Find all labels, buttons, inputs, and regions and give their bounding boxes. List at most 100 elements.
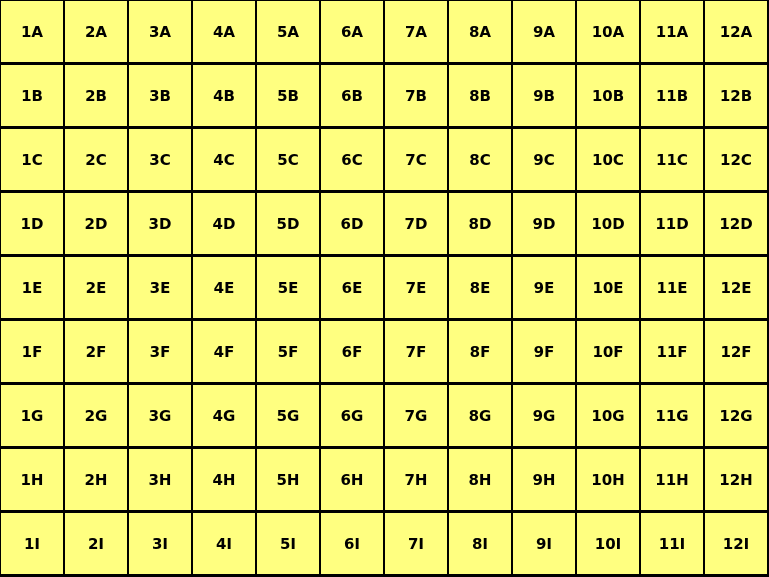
grid-cell-6g: 6G (321, 385, 383, 446)
grid-cell-2h: 2H (65, 449, 127, 510)
grid-cell-4g: 4G (193, 385, 255, 446)
grid-cell-1d: 1D (1, 193, 63, 254)
grid-cell-8e: 8E (449, 257, 511, 318)
grid-cell-8f: 8F (449, 321, 511, 382)
grid-cell-9b: 9B (513, 65, 575, 126)
grid-cell-3g: 3G (129, 385, 191, 446)
grid-cell-3c: 3C (129, 129, 191, 190)
grid-cell-9a: 9A (513, 1, 575, 62)
grid-cell-11a: 11A (641, 1, 703, 62)
grid-cell-9h: 9H (513, 449, 575, 510)
grid-cell-5c: 5C (257, 129, 319, 190)
grid-cell-4b: 4B (193, 65, 255, 126)
grid-cell-5a: 5A (257, 1, 319, 62)
grid-cell-7f: 7F (385, 321, 447, 382)
grid-cell-11g: 11G (641, 385, 703, 446)
grid-cell-10i: 10I (577, 513, 639, 574)
grid-cell-2b: 2B (65, 65, 127, 126)
grid-cell-12c: 12C (705, 129, 767, 190)
grid-cell-10e: 10E (577, 257, 639, 318)
grid-cell-3e: 3E (129, 257, 191, 318)
grid-cell-6a: 6A (321, 1, 383, 62)
grid-cell-7b: 7B (385, 65, 447, 126)
grid-cell-6d: 6D (321, 193, 383, 254)
grid-cell-3f: 3F (129, 321, 191, 382)
grid-cell-4i: 4I (193, 513, 255, 574)
grid-cell-11d: 11D (641, 193, 703, 254)
grid-cell-5i: 5I (257, 513, 319, 574)
grid-cell-2d: 2D (65, 193, 127, 254)
grid-cell-11b: 11B (641, 65, 703, 126)
grid-cell-11h: 11H (641, 449, 703, 510)
grid-cell-5e: 5E (257, 257, 319, 318)
grid-cell-8d: 8D (449, 193, 511, 254)
grid-cell-9c: 9C (513, 129, 575, 190)
grid-cell-1b: 1B (1, 65, 63, 126)
grid-cell-4d: 4D (193, 193, 255, 254)
grid-cell-10f: 10F (577, 321, 639, 382)
grid-cell-2i: 2I (65, 513, 127, 574)
grid-cell-8h: 8H (449, 449, 511, 510)
grid-cell-12e: 12E (705, 257, 767, 318)
grid-cell-11e: 11E (641, 257, 703, 318)
grid-cell-2f: 2F (65, 321, 127, 382)
grid-cell-4a: 4A (193, 1, 255, 62)
grid-cell-3h: 3H (129, 449, 191, 510)
grid-cell-7g: 7G (385, 385, 447, 446)
grid-cell-11c: 11C (641, 129, 703, 190)
grid-cell-12i: 12I (705, 513, 767, 574)
grid-cell-2c: 2C (65, 129, 127, 190)
grid-cell-4c: 4C (193, 129, 255, 190)
grid-cell-6e: 6E (321, 257, 383, 318)
grid-cell-10a: 10A (577, 1, 639, 62)
grid-cell-2g: 2G (65, 385, 127, 446)
grid-cell-5b: 5B (257, 65, 319, 126)
grid-cell-6i: 6I (321, 513, 383, 574)
grid-cell-10b: 10B (577, 65, 639, 126)
grid-cell-10c: 10C (577, 129, 639, 190)
grid-cell-10h: 10H (577, 449, 639, 510)
grid-cell-9f: 9F (513, 321, 575, 382)
grid-cell-3b: 3B (129, 65, 191, 126)
grid-cell-7e: 7E (385, 257, 447, 318)
grid-cell-5g: 5G (257, 385, 319, 446)
grid-cell-7a: 7A (385, 1, 447, 62)
grid-cell-4e: 4E (193, 257, 255, 318)
grid-cell-6b: 6B (321, 65, 383, 126)
grid-cell-1i: 1I (1, 513, 63, 574)
grid-cell-1g: 1G (1, 385, 63, 446)
grid-cell-7i: 7I (385, 513, 447, 574)
grid-cell-12g: 12G (705, 385, 767, 446)
grid-cell-3i: 3I (129, 513, 191, 574)
grid-cell-7d: 7D (385, 193, 447, 254)
grid-cell-10d: 10D (577, 193, 639, 254)
grid-cell-12d: 12D (705, 193, 767, 254)
grid-cell-3d: 3D (129, 193, 191, 254)
grid-cell-8g: 8G (449, 385, 511, 446)
grid-cell-12f: 12F (705, 321, 767, 382)
grid-cell-1h: 1H (1, 449, 63, 510)
grid-cell-8i: 8I (449, 513, 511, 574)
grid-cell-1e: 1E (1, 257, 63, 318)
grid-cell-5d: 5D (257, 193, 319, 254)
grid-cell-8c: 8C (449, 129, 511, 190)
grid-cell-1f: 1F (1, 321, 63, 382)
grid-cell-9i: 9I (513, 513, 575, 574)
grid-cell-9e: 9E (513, 257, 575, 318)
grid-cell-6h: 6H (321, 449, 383, 510)
grid-cell-2a: 2A (65, 1, 127, 62)
grid-cell-3a: 3A (129, 1, 191, 62)
grid-cell-11f: 11F (641, 321, 703, 382)
grid-cell-1c: 1C (1, 129, 63, 190)
grid-cell-10g: 10G (577, 385, 639, 446)
grid-cell-6f: 6F (321, 321, 383, 382)
grid-cell-11i: 11I (641, 513, 703, 574)
grid-cell-9g: 9G (513, 385, 575, 446)
grid-cell-9d: 9D (513, 193, 575, 254)
grid-cell-7h: 7H (385, 449, 447, 510)
grid-cell-5h: 5H (257, 449, 319, 510)
grid-cell-1a: 1A (1, 1, 63, 62)
grid-cell-8b: 8B (449, 65, 511, 126)
grid-cell-4h: 4H (193, 449, 255, 510)
grid-cell-12h: 12H (705, 449, 767, 510)
